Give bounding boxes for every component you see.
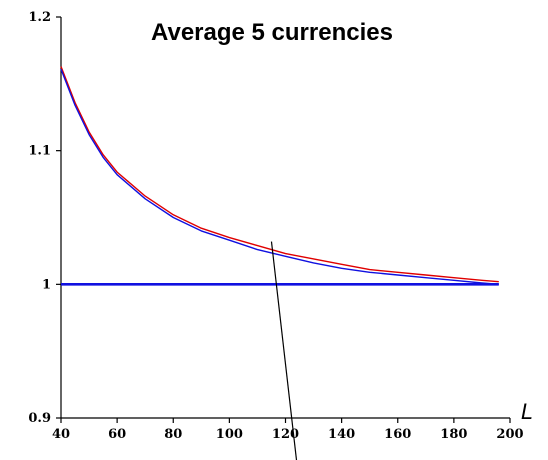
x-tick-label: 100 [216,427,243,442]
y-ticks: 0.9 1 1.1 1.2 [28,10,61,426]
x-tick-label: 40 [52,427,70,442]
chart-title: Average 5 currencies [151,19,393,46]
x-tick-label: 160 [384,427,411,442]
x-tick-label: 180 [440,427,467,442]
x-tick-label: 120 [272,427,299,442]
x-ticks: 40 60 80 100 120 140 160 180 200 [52,418,524,442]
x-tick-label: 60 [108,427,126,442]
annotation-line [270,241,298,460]
y-tick-label: 1.2 [28,10,51,25]
x-tick-label: 140 [328,427,355,442]
y-tick-label: 1 [42,277,51,292]
series-layer [60,66,499,460]
y-tick-label: 1.1 [28,144,51,159]
series-line-1 [60,66,499,283]
axes [60,17,510,419]
x-tick-label: 200 [496,427,523,442]
series-line-2 [60,68,499,285]
y-tick-label: 0.9 [28,411,51,426]
x-tick-label: 80 [164,427,182,442]
x-axis-label: L [521,399,533,424]
